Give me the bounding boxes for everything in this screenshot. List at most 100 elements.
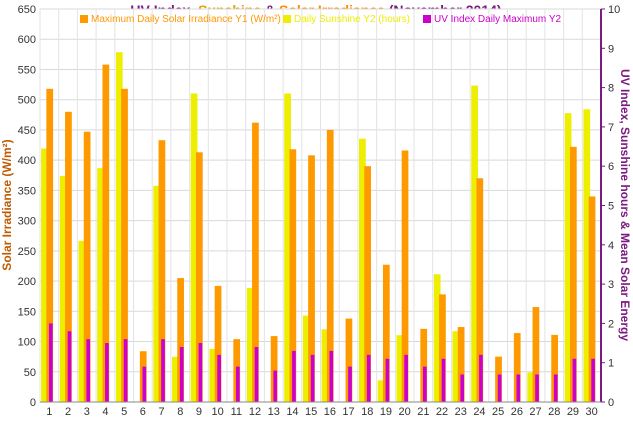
bar-sunshine: [377, 380, 385, 402]
y-left-tick-label: 400: [18, 155, 36, 167]
bar-sunshine: [471, 85, 478, 402]
x-tick-label: 19: [380, 406, 392, 418]
y-right-tick-label: 3: [608, 279, 614, 291]
bar-uv: [366, 354, 371, 402]
grid: [39, 8, 602, 403]
bar-uv: [404, 354, 408, 402]
x-tick-label: 1: [46, 406, 52, 418]
x-tick-label: 25: [492, 406, 504, 418]
bar-irradiance: [83, 131, 91, 402]
bar-sunshine: [41, 148, 48, 402]
bar-irradiance: [401, 150, 409, 402]
x-tick-label: 6: [140, 406, 146, 418]
x-tick-label: 27: [529, 406, 541, 418]
bar-irradiance: [158, 140, 166, 402]
y-right-tick-label: 8: [608, 83, 614, 95]
legend: Maximum Daily Solar Irradiance Y1 (W/m²)…: [80, 14, 562, 25]
y-left-tick-label: 600: [18, 34, 36, 46]
x-tick-label: 30: [586, 406, 598, 418]
legend-swatch: [423, 15, 431, 23]
bar-irradiance: [364, 166, 371, 402]
bar-irradiance: [177, 278, 184, 402]
bar-uv: [497, 374, 502, 402]
x-tick-label: 12: [249, 406, 261, 418]
x-tick-label: 15: [305, 406, 317, 418]
bar-sunshine: [396, 335, 404, 402]
bar-uv: [553, 374, 558, 402]
y-right-tick-label: 0: [608, 397, 614, 409]
bar-uv: [385, 358, 390, 402]
bar-sunshine: [59, 176, 67, 402]
bar-uv: [572, 358, 577, 402]
x-tick-label: 3: [84, 406, 90, 418]
bar-sunshine: [209, 348, 217, 402]
legend-label: Daily Sunshine Y2 (hours): [294, 14, 410, 25]
bar-sunshine: [583, 109, 591, 402]
x-tick-label: 26: [511, 406, 523, 418]
x-tick-label: 9: [196, 406, 202, 418]
bar-uv: [310, 354, 315, 402]
bar-uv: [86, 339, 91, 402]
bar-sunshine: [78, 240, 86, 402]
bar-uv: [105, 343, 109, 402]
bar-uv: [179, 346, 184, 402]
y-right-tick-label: 6: [608, 161, 614, 173]
x-tick-label: 23: [455, 406, 467, 418]
y-left-tick-label: 650: [18, 4, 36, 16]
y-left-tick-label: 200: [18, 276, 36, 288]
x-tick-label: 10: [212, 406, 224, 418]
y-right-tick-label: 7: [608, 122, 614, 134]
bar-uv: [460, 374, 465, 402]
y-right-tick-label: 2: [608, 318, 614, 330]
bar-sunshine: [97, 168, 104, 402]
bar-irradiance: [270, 336, 278, 402]
bar-irradiance: [513, 333, 521, 402]
bars: [41, 52, 596, 403]
bar-irradiance: [121, 88, 128, 402]
bar-irradiance: [46, 88, 54, 402]
x-tick-label: 20: [399, 406, 411, 418]
bar-sunshine: [115, 52, 123, 402]
axes: 0 50 100 150 200 250 300 350 400 450 500 550 600 650 0…: [18, 4, 621, 418]
bar-irradiance: [289, 149, 297, 402]
bar-uv: [142, 366, 147, 402]
y-left-tick-label: 0: [30, 397, 36, 409]
y-left-tick-label: 350: [18, 185, 36, 197]
bar-irradiance: [252, 122, 259, 402]
y-left-tick-label: 550: [18, 64, 36, 76]
bar-sunshine: [284, 93, 291, 403]
bar-sunshine: [359, 138, 366, 402]
x-tick-label: 5: [121, 406, 127, 418]
bar-uv: [422, 366, 427, 402]
y-left-tick-label: 450: [18, 125, 36, 137]
bar-irradiance: [382, 264, 390, 402]
y-right-tick-label: 4: [608, 240, 614, 252]
bar-sunshine: [452, 331, 460, 402]
x-tick-label: 16: [324, 406, 336, 418]
bar-irradiance: [326, 129, 334, 402]
x-tick-label: 29: [567, 406, 579, 418]
bar-irradiance: [195, 152, 203, 402]
bar-uv: [198, 343, 203, 402]
x-tick-label: 14: [286, 406, 298, 418]
bar-uv: [48, 323, 53, 402]
legend-swatch: [80, 15, 88, 23]
y-left-tick-label: 300: [18, 216, 36, 228]
y-left-tick-label: 100: [18, 337, 36, 349]
y-left-tick-label: 150: [18, 306, 36, 318]
x-tick-label: 8: [177, 406, 183, 418]
bar-irradiance: [569, 146, 577, 402]
x-tick-label: 4: [102, 406, 108, 418]
bar-irradiance: [532, 307, 540, 402]
y-axis-right-title: UV Index, Sunshine hours & Mean Solar En…: [618, 69, 632, 341]
bar-sunshine: [527, 372, 535, 402]
x-tick-label: 13: [268, 406, 280, 418]
bar-irradiance: [308, 155, 315, 402]
y-right-tick-label: 9: [608, 43, 614, 55]
x-tick-label: 21: [417, 406, 429, 418]
bar-irradiance: [476, 178, 484, 402]
bar-irradiance: [588, 196, 596, 402]
bar-sunshine: [246, 288, 254, 402]
y-left-tick-label: 500: [18, 95, 36, 107]
